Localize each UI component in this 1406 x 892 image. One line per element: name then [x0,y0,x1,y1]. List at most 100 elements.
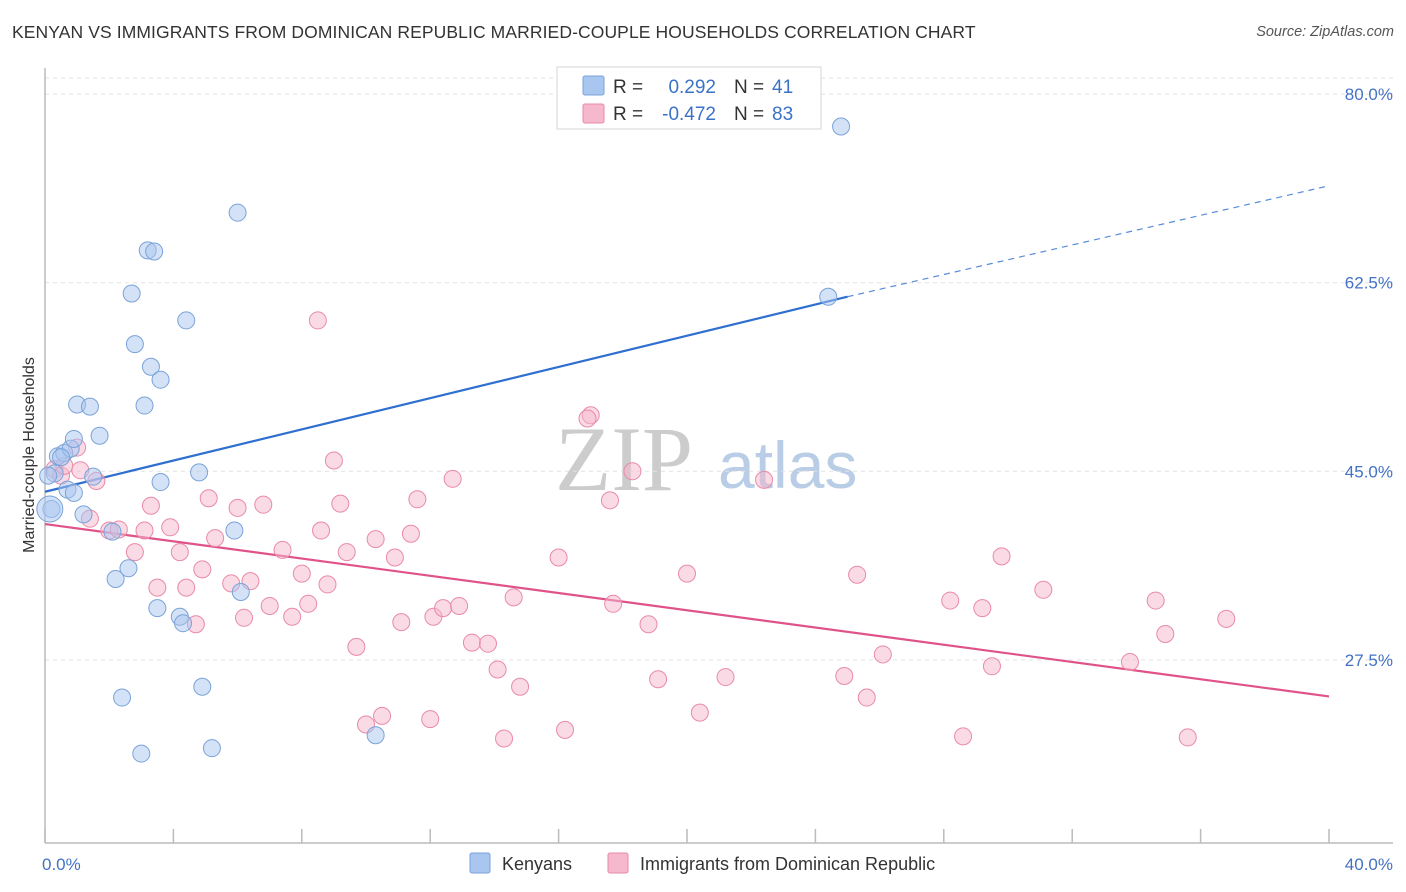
dominican-point [299,594,318,613]
kenyans-point [119,559,138,578]
kenyans-point [231,582,250,601]
trendline-kenyans [44,295,848,493]
dominican-point [549,548,568,567]
dominican-point [366,530,385,549]
legend-r-label-dominican: R = [613,104,643,125]
dominican-point [373,706,392,725]
data-points [36,117,1236,763]
dominican-point [450,596,469,615]
kenyans-point [190,463,209,482]
dominican-point [421,710,440,729]
dominican-point [992,547,1011,566]
kenyans-point-large [36,495,64,523]
kenyans-point [135,396,154,415]
dominican-point [973,599,992,618]
dominican-point [434,599,453,618]
kenyans-point [125,335,144,354]
dominican-point [1156,624,1175,643]
legend-swatch-dominican [582,103,605,124]
kenyans-point [366,726,385,745]
trendlines [44,185,1330,698]
kenyans-point [64,483,83,502]
dominican-point [600,491,619,510]
dominican-point [1034,580,1053,599]
dominican-point [125,543,144,562]
dominican-point [1178,728,1197,747]
kenyans-point [174,614,193,633]
kenyans-point [132,744,151,763]
dominican-point [135,521,154,540]
dominican-point [273,540,292,559]
y-tick-label: 62.5% [1345,274,1393,293]
axes [44,68,1393,844]
dominican-point [488,660,507,679]
y-tick-label: 45.0% [1345,462,1393,481]
legend-swatch-kenyans [582,75,605,96]
dominican-point [755,470,774,489]
y-tick-labels: 80.0% 62.5% 45.0% 27.5% [1345,85,1393,670]
kenyans-point [39,466,58,485]
dominican-point [324,451,343,470]
dominican-point [848,565,867,584]
trendline-extension-kenyans [847,185,1330,298]
dominican-point [954,727,973,746]
watermark-zip: ZIP [555,408,693,510]
dominican-point [1146,591,1165,610]
dominican-point [254,495,273,514]
dominican-point [312,521,331,540]
kenyans-point [228,203,247,222]
kenyans-point [64,429,83,448]
dominican-point [857,688,876,707]
dominican-point [639,615,658,634]
kenyans-point [113,688,132,707]
kenyans-point [151,473,170,492]
dominican-point [292,564,311,583]
source-label: Source: ZipAtlas.com [1256,24,1394,40]
legend-r-label-kenyans: R = [613,77,643,98]
dominican-point [177,578,196,597]
x-tick-label-min: 0.0% [42,855,81,874]
dominican-point [1217,609,1236,628]
kenyans-point [80,397,99,416]
dominican-point [556,720,575,739]
kenyans-point [90,426,109,445]
kenyans-point [103,522,122,541]
dominican-point [385,548,404,567]
bottom-legend: Kenyans Immigrants from Dominican Republ… [469,852,935,874]
legend-n-label-kenyans: N = [734,77,764,98]
dominican-point [982,657,1001,676]
dominican-point [873,645,892,664]
dominican-point [337,543,356,562]
dominican-point [716,668,735,687]
kenyans-point [141,357,160,376]
dominican-point [199,489,218,508]
dominican-point [578,409,597,428]
kenyans-point [122,284,141,303]
dominican-point [604,594,623,613]
bottom-legend-label-kenyans: Kenyans [502,854,572,874]
dominican-point [649,670,668,689]
dominican-point [462,633,481,652]
dominican-point [228,498,247,517]
dominican-point [408,490,427,509]
kenyans-point [148,599,167,618]
legend-r-value-kenyans: 0.292 [668,77,716,98]
dominican-point [206,529,225,548]
dominican-point [170,543,189,562]
kenyans-point [84,467,103,486]
kenyans-point [177,311,196,330]
kenyans-point [151,370,170,389]
dominican-point [511,677,530,696]
dominican-point [443,469,462,488]
legend-r-value-dominican: -0.472 [662,104,716,125]
chart-title: KENYAN VS IMMIGRANTS FROM DOMINICAN REPU… [12,22,976,42]
dominican-point [478,634,497,653]
dominican-point [678,564,696,583]
dominican-point [148,578,167,597]
dominican-point [318,575,337,594]
y-tick-label: 80.0% [1345,85,1393,104]
bottom-legend-label-dominican: Immigrants from Dominican Republic [640,854,935,874]
dominican-point [260,596,279,615]
dominican-point [495,729,514,748]
